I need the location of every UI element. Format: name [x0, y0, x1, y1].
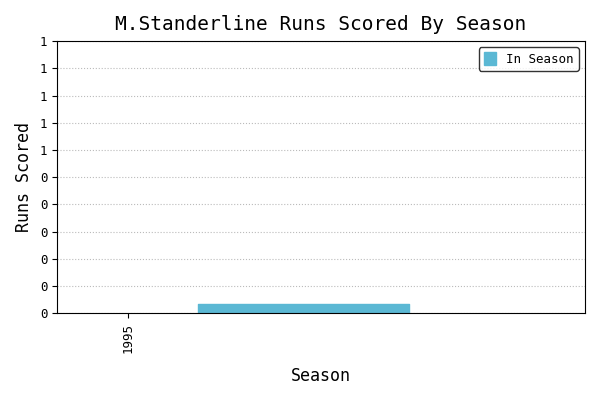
Title: M.Standerline Runs Scored By Season: M.Standerline Runs Scored By Season — [115, 15, 527, 34]
Legend: In Season: In Season — [479, 47, 579, 71]
X-axis label: Season: Season — [291, 367, 351, 385]
Y-axis label: Runs Scored: Runs Scored — [15, 122, 33, 232]
